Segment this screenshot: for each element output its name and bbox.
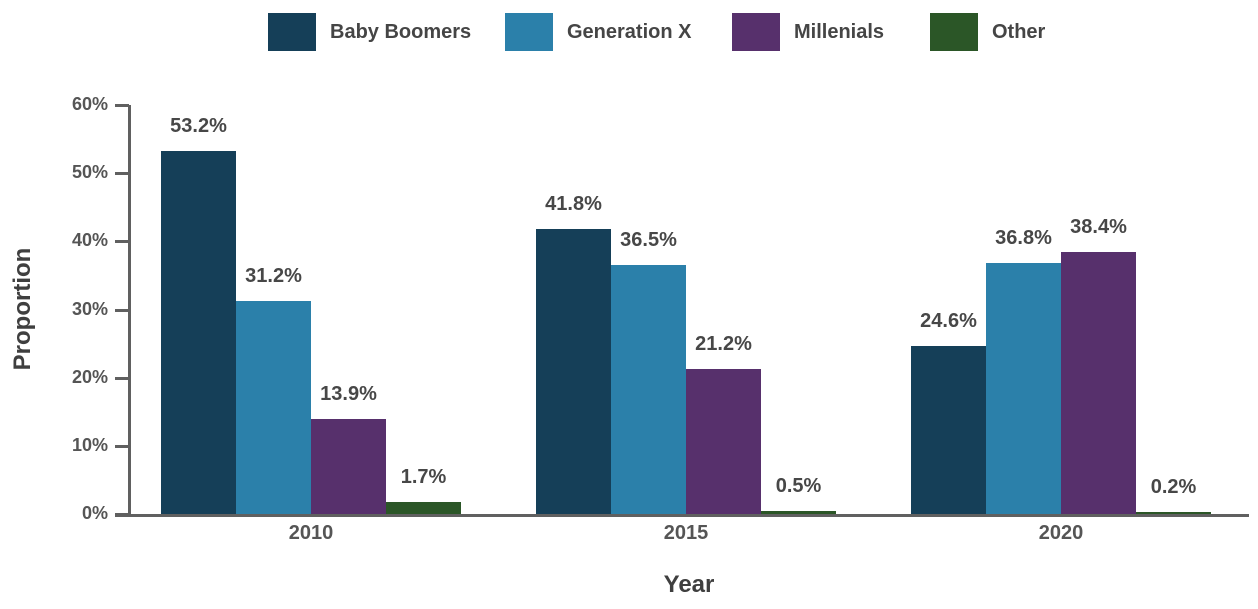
legend-swatch-other [930,13,978,51]
bar-other-2010 [386,502,461,514]
y-tick-mark [115,445,129,448]
bar-millenials-2015 [686,369,761,514]
y-tick-label: 30% [71,299,108,319]
bar-value-label-other-2020: 0.2% [1150,476,1197,498]
legend-item-generation-x: Generation X [505,13,691,51]
y-tick-mark [115,104,129,107]
bar-value-label-millenials-2010: 13.9% [320,383,377,405]
bar-value-label-generation-x-2010: 31.2% [245,265,302,287]
y-tick-mark [115,377,129,380]
legend-swatch-baby-boomers [268,13,316,51]
bar-generation-x-2015 [611,265,686,514]
legend-swatch-generation-x [505,13,553,51]
y-tick-mark [115,309,129,312]
legend-item-other: Other [930,13,1045,51]
bar-millenials-2010 [311,419,386,514]
y-axis-title: Proportion [9,247,36,371]
bar-value-label-baby-boomers-2015: 41.8% [545,193,602,215]
bar-value-label-baby-boomers-2010: 53.2% [170,115,227,137]
bar-value-label-generation-x-2015: 36.5% [620,229,677,251]
bar-value-label-baby-boomers-2020: 24.6% [920,310,977,332]
legend-label: Baby Boomers [330,20,472,43]
bar-value-label-generation-x-2020: 36.8% [995,227,1052,249]
bar-generation-x-2020 [986,263,1061,514]
y-axis-line [128,105,131,517]
bar-generation-x-2010 [236,301,311,514]
plot-area: 53.2% 31.2% 13.9% 1.7% 2010 41.8% 36.5% 21.2% 0.… [130,105,1249,544]
y-tick-label: 0% [81,503,108,523]
y-tick-label: 10% [71,435,108,455]
bar-other-2020 [1136,512,1211,514]
x-tick-label-2010: 2010 [288,522,334,544]
legend-item-millenials: Millenials [732,13,884,51]
x-tick-label-2020: 2020 [1038,522,1084,544]
bar-value-label-millenials-2015: 21.2% [695,333,752,355]
legend-label: Generation X [567,20,692,43]
x-axis-line [115,514,1249,517]
y-tick-label: 50% [71,162,108,182]
y-tick-mark [115,240,129,243]
y-tick-mark [115,172,129,175]
bar-millenials-2020 [1061,252,1136,514]
x-axis-title: Year [663,571,715,598]
bar-baby-boomers-2015 [536,229,611,514]
x-tick-label-2015: 2015 [663,522,709,544]
legend-label: Millenials [794,20,885,43]
bar-value-label-other-2010: 1.7% [400,466,447,488]
legend-label: Other [992,20,1046,43]
bar-baby-boomers-2020 [911,346,986,514]
y-tick-label: 60% [71,94,108,114]
y-tick-label: 40% [71,230,108,250]
bar-baby-boomers-2010 [161,151,236,514]
bar-other-2015 [761,511,836,514]
bar-value-label-millenials-2020: 38.4% [1070,216,1127,238]
legend-item-baby-boomers: Baby Boomers [268,13,471,51]
y-tick-label: 20% [71,367,108,387]
legend-swatch-millenials [732,13,780,51]
bar-value-label-other-2015: 0.5% [775,475,822,497]
